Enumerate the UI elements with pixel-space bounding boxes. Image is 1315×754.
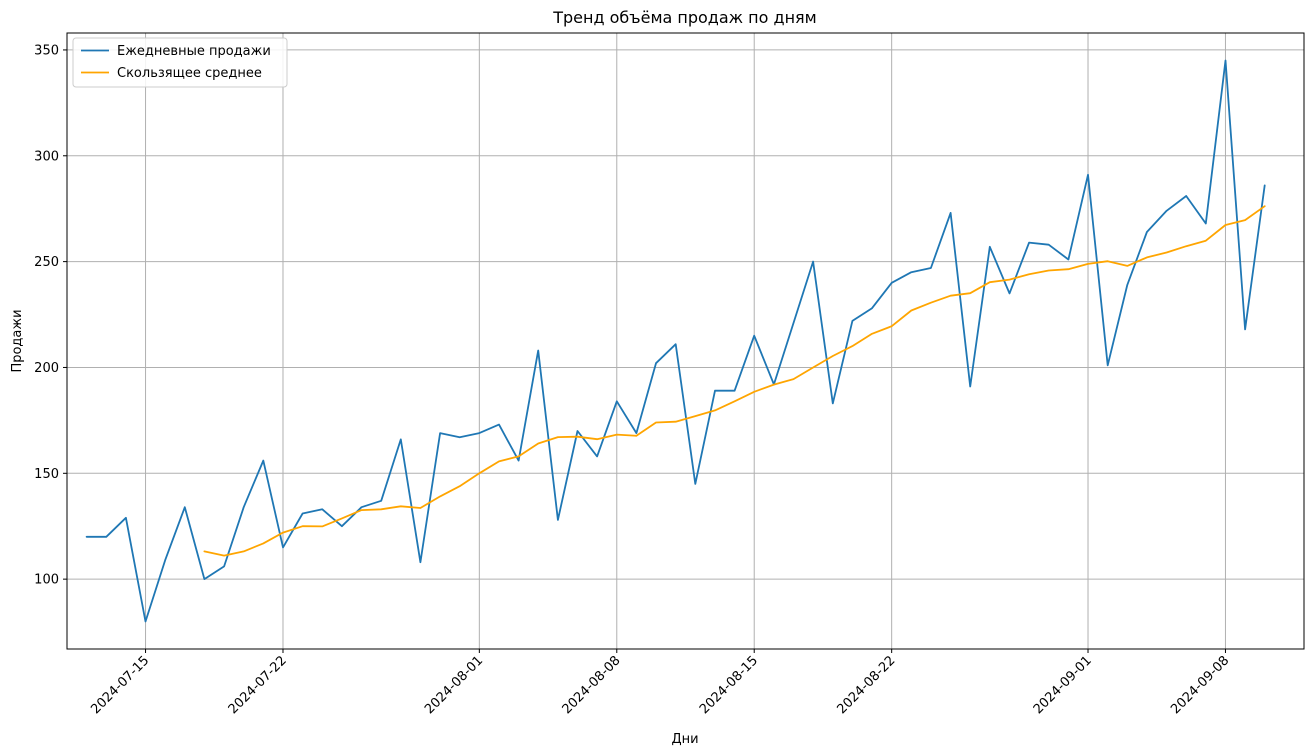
y-axis-ticks: 100 150 200 250 300 350 (34, 43, 67, 588)
y-tick-label: 300 (34, 149, 59, 164)
legend: Ежедневные продажи Скользящее среднее (72, 37, 288, 88)
y-tick-label: 100 (34, 573, 59, 588)
daily-sales-line (85, 59, 1266, 623)
y-tick-label: 200 (34, 361, 59, 376)
grid-lines (67, 33, 1304, 649)
x-tick-label: 2024-09-01 (1031, 653, 1095, 717)
x-tick-label: 2024-09-08 (1168, 653, 1232, 717)
y-tick-label: 250 (34, 255, 59, 270)
x-tick-label: 2024-08-08 (560, 653, 624, 717)
x-tick-label: 2024-07-22 (226, 653, 290, 717)
x-tick-label: 2024-08-22 (834, 653, 898, 717)
plot-area-frame (66, 32, 1305, 650)
y-tick-label: 350 (34, 43, 59, 58)
x-tick-label: 2024-08-15 (697, 653, 761, 717)
legend-label-moving-average: Скользящее среднее (117, 66, 262, 81)
y-tick-label: 150 (34, 467, 59, 482)
y-axis-label: Продажи (10, 309, 25, 372)
x-tick-label: 2024-07-15 (88, 653, 152, 717)
series-lines (85, 59, 1266, 623)
legend-box (72, 37, 288, 88)
x-tick-label: 2024-08-01 (422, 653, 486, 717)
chart-title: Тренд объёма продаж по дням (552, 8, 816, 27)
moving-average-line (203, 205, 1266, 557)
legend-label-daily: Ежедневные продажи (117, 44, 271, 59)
x-axis-label: Дни (671, 732, 698, 747)
x-axis-ticks: 2024-07-15 2024-07-22 2024-08-01 2024-08-08… (88, 649, 1232, 717)
